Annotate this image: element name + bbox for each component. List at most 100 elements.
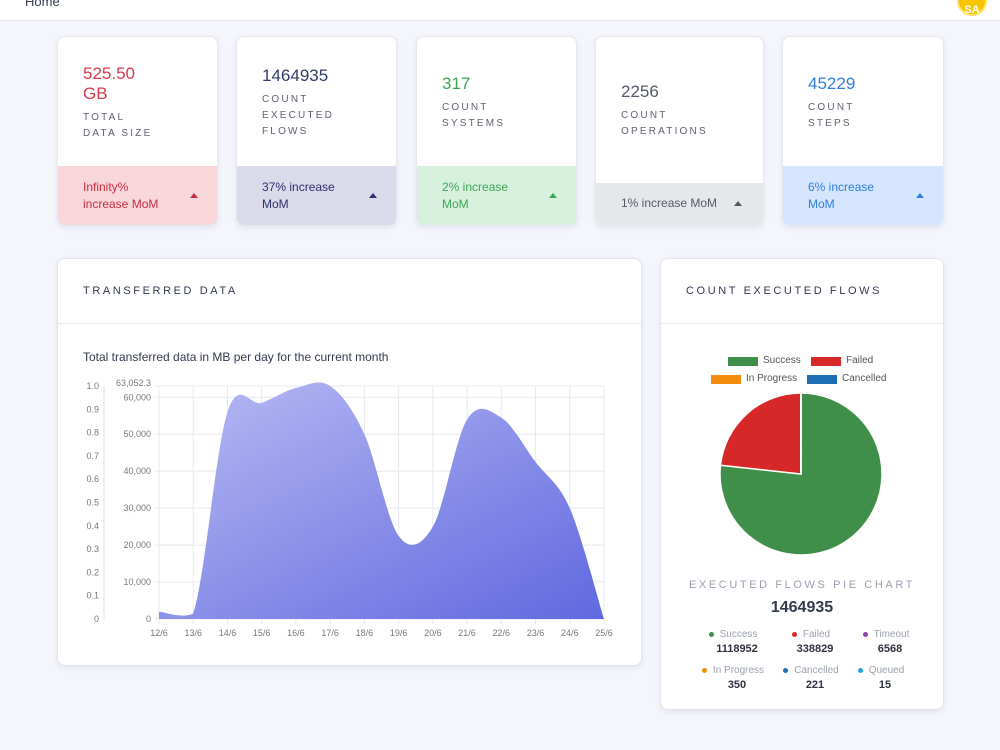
card-footer: 1% increase MoM: [596, 183, 763, 225]
failed-dot-icon: [791, 631, 797, 637]
x-tick-label: 24/6: [561, 628, 579, 638]
card-value: 317: [442, 74, 471, 93]
card-label: COUNT OPERATIONS: [621, 110, 708, 137]
success-dot-icon: [708, 631, 714, 637]
stat-name: Failed: [802, 629, 831, 640]
area-series-transferred: [159, 382, 604, 619]
top-bar: Home SA: [0, 0, 1000, 21]
nav-home-link[interactable]: Home: [25, 0, 60, 9]
y-left-tick-label: 50,000: [123, 429, 151, 439]
card-value: 45229: [808, 74, 856, 93]
pie-slice-failed: [719, 392, 802, 475]
stat-value: 15: [878, 679, 892, 691]
stat-value: 6568: [877, 643, 903, 655]
stat-queued: Queued 15: [836, 664, 926, 693]
stat-failed: Failed 338829: [766, 628, 856, 657]
legend-swatch-in-progress: [711, 375, 741, 384]
card-count-systems: 317 COUNT SYSTEMS 2% increase MoM: [416, 36, 577, 226]
x-tick-label: 13/6: [184, 628, 202, 638]
x-tick-label: 19/6: [390, 628, 408, 638]
card-footer: Infinity% increase MoM: [58, 166, 217, 225]
y-secondary-tick-label: 1.0: [86, 381, 99, 391]
legend-label-success[interactable]: Success: [763, 355, 801, 366]
y-secondary-tick-label: 0.2: [86, 567, 99, 577]
pie-chart-total: 1464935: [770, 599, 834, 616]
stat-name: Success: [719, 629, 758, 640]
y-left-tick-label: 30,000: [123, 503, 151, 513]
y-left-tick-label: 10,000: [123, 577, 151, 587]
y-left-tick-label: 60,000: [123, 392, 151, 402]
card-footer: 6% increase MoM: [783, 166, 943, 225]
card-label: COUNT SYSTEMS: [442, 102, 506, 129]
caret-up-icon: [916, 193, 924, 198]
x-tick-label: 12/6: [150, 628, 168, 638]
legend-swatch-failed: [811, 357, 841, 366]
x-tick-label: 15/6: [253, 628, 271, 638]
executed-flows-pie-chart: [719, 392, 883, 556]
caret-up-icon: [369, 193, 377, 198]
caret-up-icon: [549, 193, 557, 198]
count-executed-flows-panel: COUNT EXECUTED FLOWS Success Failed In P…: [660, 258, 944, 710]
x-tick-label: 25/6: [595, 628, 613, 638]
card-footer: 37% increase MoM: [237, 166, 396, 225]
y-secondary-tick-label: 0.8: [86, 428, 99, 438]
pie-chart-caption: EXECUTED FLOWS PIE CHART: [689, 579, 915, 591]
panel-title: COUNT EXECUTED FLOWS: [686, 285, 883, 297]
stat-timeout: Timeout 6568: [841, 628, 931, 657]
x-tick-label: 23/6: [527, 628, 545, 638]
timeout-dot-icon: [862, 631, 868, 637]
stat-value: 338829: [796, 643, 834, 655]
stat-name: Cancelled: [794, 665, 839, 676]
stat-name: Queued: [868, 665, 905, 676]
card-footer-text: 2% increase MoM: [442, 180, 509, 211]
y-secondary-tick-label: 0.4: [86, 521, 99, 531]
x-tick-label: 17/6: [321, 628, 339, 638]
card-count-operations: 2256 COUNT OPERATIONS 1% increase MoM: [595, 36, 764, 226]
user-avatar[interactable]: SA: [957, 0, 987, 16]
stat-value: 1118952: [716, 643, 758, 655]
card-value: 1464935: [262, 66, 329, 85]
x-tick-label: 21/6: [458, 628, 476, 638]
card-value: 525.50 GB: [83, 64, 135, 103]
card-label: TOTAL DATA SIZE: [83, 112, 153, 139]
panel-divider: [58, 323, 641, 324]
caret-up-icon: [190, 193, 198, 198]
card-count-steps: 45229 COUNT STEPS 6% increase MoM: [782, 36, 944, 226]
card-footer-text: 6% increase MoM: [808, 180, 875, 211]
y-secondary-tick-label: 0.6: [86, 474, 99, 484]
card-footer-text: 1% increase MoM: [621, 196, 718, 210]
y-secondary-tick-label: 0.9: [86, 404, 99, 414]
chart-title: Total transferred data in MB per day for…: [83, 350, 389, 364]
x-tick-label: 18/6: [356, 628, 374, 638]
legend-swatch-success: [728, 357, 758, 366]
x-tick-label: 20/6: [424, 628, 442, 638]
pie-slice-success: [719, 392, 883, 556]
y-left-tick-label: 0: [146, 614, 151, 624]
transferred-data-panel: TRANSFERRED DATA Total transferred data …: [57, 258, 642, 666]
legend-label-failed[interactable]: Failed: [846, 355, 874, 366]
stat-cancelled: Cancelled 221: [766, 664, 856, 693]
legend-swatch-cancelled: [807, 375, 837, 384]
stat-value: 350: [727, 679, 747, 691]
queued-dot-icon: [857, 667, 863, 673]
card-count-executed-flows: 1464935 COUNT EXECUTED FLOWS 37% increas…: [236, 36, 397, 226]
stat-name: Timeout: [873, 629, 910, 640]
legend-label-cancelled[interactable]: Cancelled: [842, 373, 887, 384]
in-progress-dot-icon: [701, 667, 707, 673]
y-secondary-tick-label: 0.7: [86, 451, 99, 461]
y-secondary-tick-label: 0.3: [86, 544, 99, 554]
y-secondary-tick-label: 0.5: [86, 498, 99, 508]
card-footer-text: 37% increase MoM: [262, 180, 335, 211]
card-label: COUNT STEPS: [808, 102, 855, 129]
y-left-tick-label: 40,000: [123, 466, 151, 476]
stat-success: Success 1118952: [688, 628, 778, 657]
panel-divider: [661, 323, 943, 324]
card-value: 2256: [621, 82, 659, 101]
caret-up-icon: [734, 201, 742, 206]
stat-name: In Progress: [712, 665, 765, 676]
x-tick-label: 14/6: [219, 628, 237, 638]
x-tick-label: 22/6: [493, 628, 511, 638]
y-left-tick-label: 20,000: [123, 540, 151, 550]
legend-label-in-progress[interactable]: In Progress: [746, 373, 798, 384]
x-tick-label: 16/6: [287, 628, 305, 638]
